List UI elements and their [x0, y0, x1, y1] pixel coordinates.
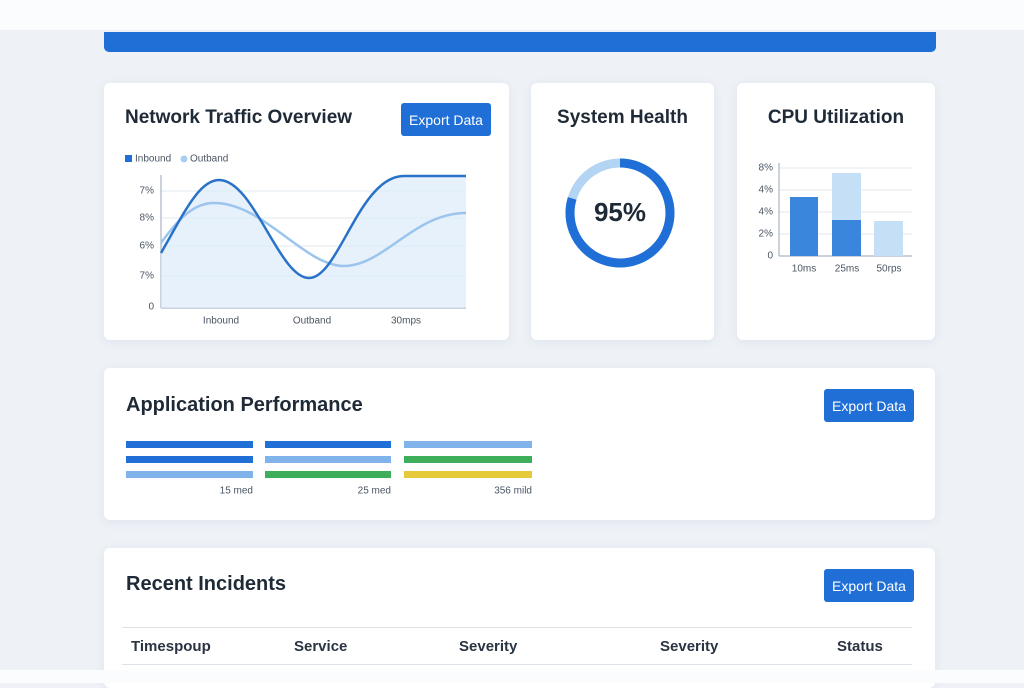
- top-bar: [104, 32, 936, 52]
- bar: [126, 471, 253, 478]
- ring-arc: [565, 158, 675, 268]
- x-tick-label: 30mps: [391, 316, 421, 327]
- column-header: Timespoup: [131, 638, 211, 655]
- bar: [265, 456, 391, 463]
- x-tick-label: 25ms: [835, 264, 859, 275]
- bar: [265, 471, 391, 478]
- x-tick-label: Inbound: [203, 316, 239, 327]
- column-header: Service: [294, 638, 348, 655]
- column-header: Severity: [459, 638, 518, 655]
- top-band: [0, 0, 1024, 30]
- table-rule: [122, 664, 912, 665]
- y-tick-label: 0: [148, 302, 154, 313]
- bar: [790, 197, 818, 256]
- x-tick-label: 50rps: [876, 264, 901, 275]
- performance-bars: 15 med 25 med 356 mild: [126, 441, 532, 497]
- network-card: Network Traffic Overview Export Data Inb…: [104, 83, 509, 340]
- y-tick-label: 8%: [759, 163, 774, 174]
- bar: [404, 456, 532, 463]
- card-title: Network Traffic Overview: [125, 107, 353, 128]
- card-title: Application Performance: [126, 394, 363, 416]
- y-tick-label: 7%: [140, 271, 155, 282]
- card-title: System Health: [557, 107, 688, 128]
- export-button[interactable]: Export Data: [824, 569, 914, 602]
- bar: [874, 221, 903, 256]
- bar: [404, 471, 532, 478]
- outbound-line: [159, 201, 467, 268]
- area: [161, 176, 466, 308]
- y-tick-label: 0: [767, 251, 773, 262]
- bar: [832, 220, 861, 256]
- y-tick-label: 4%: [759, 207, 774, 218]
- export-button[interactable]: Export Data: [824, 389, 914, 422]
- column-header: Status: [837, 638, 883, 655]
- bar-label: 15 med: [220, 486, 253, 497]
- bar: [404, 441, 532, 448]
- health-card: System Health 95%: [531, 83, 714, 340]
- legend-swatch: [180, 155, 188, 163]
- health-ring: 95%: [565, 158, 675, 268]
- cpu-card: CPU Utilization 8% 4% 4% 2% 0 10ms 25ms …: [737, 83, 935, 340]
- y-tick-label: 7%: [140, 186, 155, 197]
- export-button[interactable]: Export Data: [401, 103, 491, 136]
- legend-label: Outband: [190, 154, 228, 165]
- column-header: Severity: [660, 638, 719, 655]
- y-tick-label: 2%: [759, 229, 774, 240]
- traffic-chart: Inbound Outband 7% 8% 6% 7% 0 Inbound Ou…: [125, 154, 467, 327]
- legend-swatch: [125, 155, 132, 162]
- card-title: Recent Incidents: [126, 573, 287, 595]
- x-tick-label: 10ms: [792, 264, 816, 275]
- inbound-line: [159, 174, 466, 280]
- x-tick-label: Outband: [293, 316, 331, 327]
- table-rule: [122, 627, 912, 628]
- performance-card: Application Performance Export Data 15 m…: [104, 368, 935, 520]
- health-value: 95%: [594, 197, 646, 227]
- y-tick-label: 8%: [140, 213, 155, 224]
- y-tick-label: 6%: [140, 241, 155, 252]
- bar: [126, 456, 253, 463]
- y-tick-label: 4%: [759, 185, 774, 196]
- bar-label: 356 mild: [494, 486, 532, 497]
- bar-label: 25 med: [358, 486, 391, 497]
- bottom-band: [0, 670, 1024, 683]
- legend-label: Inbound: [135, 154, 171, 165]
- bar: [265, 441, 391, 448]
- cpu-chart: 8% 4% 4% 2% 0 10ms 25ms 50rps: [759, 163, 912, 275]
- card-title: CPU Utilization: [767, 107, 905, 128]
- bar: [126, 441, 253, 448]
- incidents-card: Recent Incidents Export Data Timespoup S…: [104, 548, 935, 688]
